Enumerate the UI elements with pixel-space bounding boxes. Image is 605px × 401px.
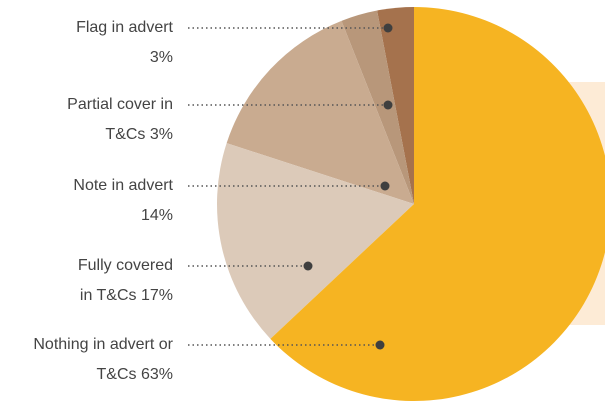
category-name: Nothing in advert or T&Cs [33,336,173,383]
leader-dot [380,181,390,191]
category-name: Note in advert [73,177,173,194]
pie-slice [226,20,414,205]
category-name: Flag in advert [76,19,173,36]
value-label: 63% [140,366,173,383]
slice-label: Note in advert 14% [51,171,173,231]
pie-slice [217,143,414,339]
leader-dot [303,261,313,271]
slice-label: Nothing in advert or T&Cs 63% [31,330,173,390]
slice-label: Partial cover in T&Cs 3% [65,90,173,150]
slice-label: Fully covered in T&Cs 17% [63,251,173,311]
leader-dot [383,100,393,110]
value-label: 17% [140,287,173,304]
pie-slice [341,10,414,205]
leader-dot [383,23,393,33]
category-name: Partial cover in T&Cs [67,96,173,143]
value-label: 3% [149,49,173,66]
category-name: Fully covered in T&Cs [77,257,173,304]
pie-slice [270,7,605,401]
pie-slice [377,7,414,204]
slice-label: Flag in advert 3% [55,13,173,73]
leader-dot [375,340,385,350]
value-label: 14% [140,207,173,224]
value-label: 3% [149,126,173,143]
